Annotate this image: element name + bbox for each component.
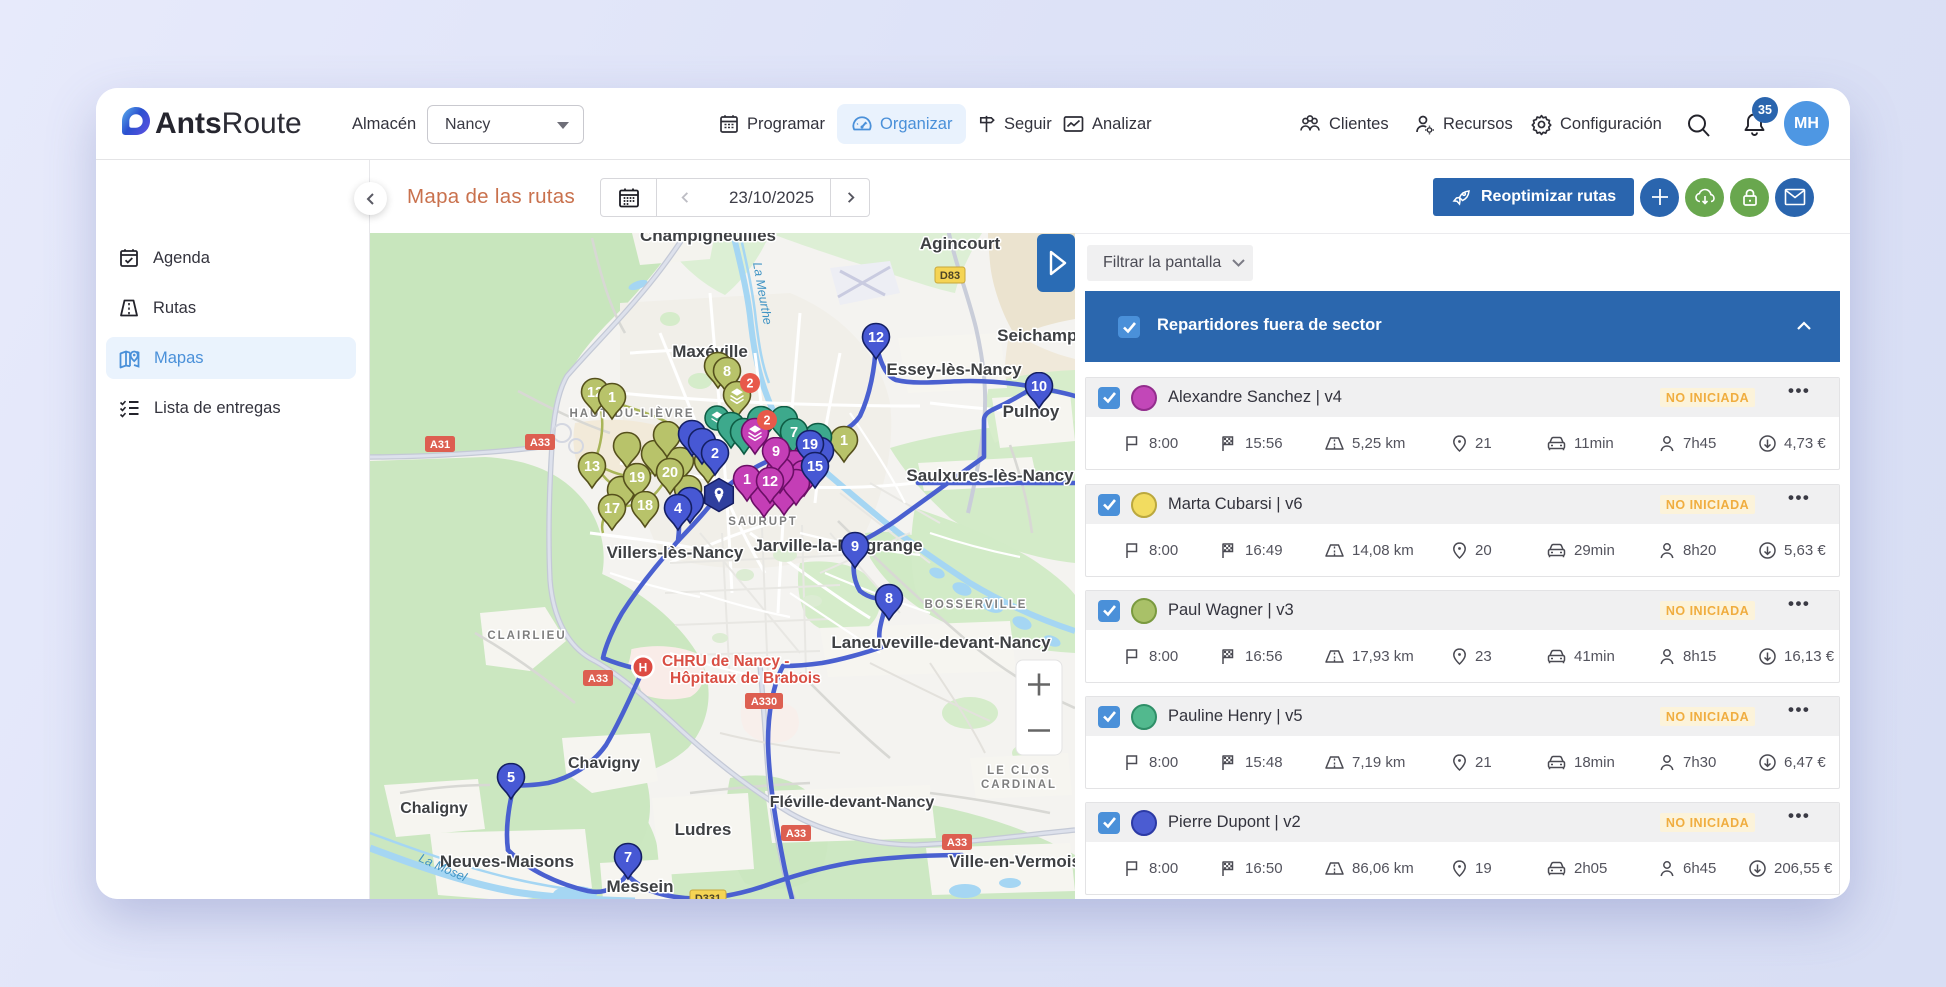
svg-text:Chaligny: Chaligny <box>400 800 468 817</box>
svg-text:CARDINAL: CARDINAL <box>981 779 1057 791</box>
svg-text:1: 1 <box>743 472 751 488</box>
svg-text:CHRU de Nancy -: CHRU de Nancy - <box>662 653 789 670</box>
svg-text:9: 9 <box>851 539 859 555</box>
svg-text:D331: D331 <box>695 893 721 899</box>
svg-text:2: 2 <box>764 413 771 427</box>
svg-text:1: 1 <box>840 433 848 449</box>
svg-text:15: 15 <box>807 459 823 475</box>
svg-text:CLAIRLIEU: CLAIRLIEU <box>487 630 566 642</box>
svg-text:Chavigny: Chavigny <box>568 755 640 772</box>
svg-text:Villers-lès-Nancy: Villers-lès-Nancy <box>607 543 744 562</box>
svg-text:Laneuveville-devant-Nancy: Laneuveville-devant-Nancy <box>831 633 1051 652</box>
svg-text:Agincourt: Agincourt <box>920 234 1001 253</box>
svg-text:2: 2 <box>747 376 754 390</box>
svg-text:17: 17 <box>604 501 620 517</box>
svg-text:12: 12 <box>762 474 778 490</box>
svg-text:7: 7 <box>790 425 798 441</box>
svg-text:10: 10 <box>1031 379 1047 395</box>
svg-text:8: 8 <box>885 591 893 607</box>
svg-text:19: 19 <box>629 470 645 486</box>
svg-text:Messein: Messein <box>606 877 673 896</box>
svg-text:1: 1 <box>608 390 616 406</box>
svg-text:Pulnoy: Pulnoy <box>1003 402 1060 421</box>
svg-text:13: 13 <box>584 459 600 475</box>
svg-text:4: 4 <box>674 501 682 517</box>
svg-text:H: H <box>639 661 648 675</box>
svg-text:7: 7 <box>624 850 632 866</box>
svg-text:Hôpitaux de Brabois: Hôpitaux de Brabois <box>670 670 821 687</box>
svg-text:A33: A33 <box>530 437 550 449</box>
svg-text:Essey-lès-Nancy: Essey-lès-Nancy <box>886 360 1022 379</box>
svg-text:2: 2 <box>711 446 719 462</box>
svg-text:Neuves-Maisons: Neuves-Maisons <box>440 852 574 871</box>
svg-text:Jarville-la-Malgrange: Jarville-la-Malgrange <box>753 536 922 555</box>
svg-text:LE CLOS: LE CLOS <box>987 765 1051 777</box>
svg-text:19: 19 <box>802 437 818 453</box>
svg-text:A33: A33 <box>786 828 806 840</box>
svg-text:HAUT-DU-LIÈVRE: HAUT-DU-LIÈVRE <box>569 407 694 420</box>
svg-text:Seichamps: Seichamps <box>997 326 1075 345</box>
svg-text:20: 20 <box>662 465 678 481</box>
svg-text:A330: A330 <box>751 696 777 708</box>
svg-text:SAURUPT: SAURUPT <box>728 516 798 528</box>
svg-text:Champigneuilles: Champigneuilles <box>640 233 776 245</box>
svg-text:18: 18 <box>637 498 653 514</box>
svg-text:Saulxures-lès-Nancy: Saulxures-lès-Nancy <box>906 466 1074 485</box>
svg-text:A31: A31 <box>430 439 450 451</box>
svg-text:D83: D83 <box>940 270 960 282</box>
svg-text:Ville-en-Vermois: Ville-en-Vermois <box>949 852 1075 871</box>
svg-text:A33: A33 <box>588 673 608 685</box>
svg-text:5: 5 <box>507 770 515 786</box>
svg-text:9: 9 <box>772 444 780 460</box>
svg-text:Ludres: Ludres <box>675 820 732 839</box>
svg-text:8: 8 <box>723 364 731 380</box>
svg-text:Fléville-devant-Nancy: Fléville-devant-Nancy <box>770 794 935 811</box>
svg-text:12: 12 <box>868 330 884 346</box>
svg-text:A33: A33 <box>947 837 967 849</box>
svg-text:BOSSERVILLE: BOSSERVILLE <box>925 599 1028 611</box>
